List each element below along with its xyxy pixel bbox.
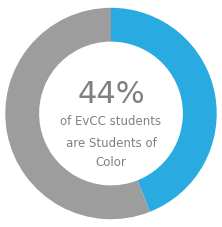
Wedge shape bbox=[111, 8, 217, 212]
Text: Color: Color bbox=[95, 156, 127, 169]
Text: 44%: 44% bbox=[77, 80, 145, 109]
Text: of EvCC students: of EvCC students bbox=[60, 116, 162, 128]
Text: are Students of: are Students of bbox=[66, 137, 156, 150]
Wedge shape bbox=[5, 8, 150, 219]
